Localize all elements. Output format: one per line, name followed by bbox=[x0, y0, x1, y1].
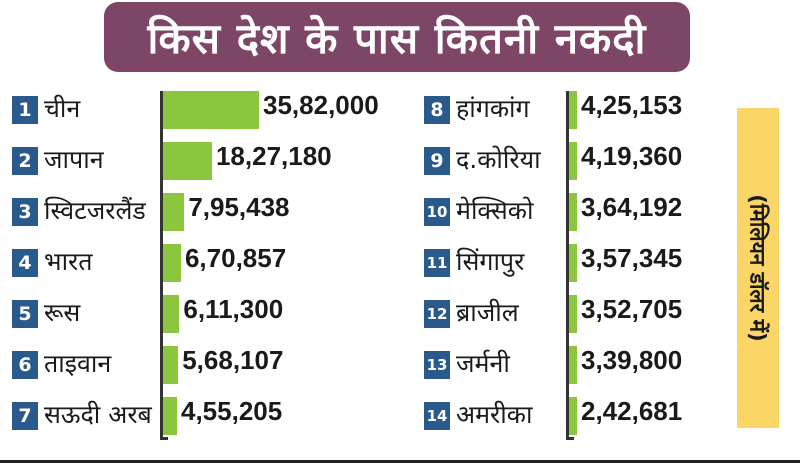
bar bbox=[163, 142, 212, 180]
country-label: स्विटजरलैंड bbox=[44, 196, 146, 225]
chart-title: किस देश के पास कितनी नकदी bbox=[147, 13, 647, 63]
chart-row: 12 ब्राजील 3,52,705 bbox=[424, 292, 734, 336]
country-label: द.कोरिया bbox=[456, 145, 541, 174]
value-label: 3,39,800 bbox=[581, 345, 683, 375]
country-label: भारत bbox=[44, 247, 93, 276]
rank-badge: 14 bbox=[424, 402, 450, 430]
chart-row: 3 स्विटजरलैंड 7,95,438 bbox=[12, 190, 412, 234]
chart-row: 14 अमरीका 2,42,681 bbox=[424, 394, 734, 438]
bar bbox=[163, 91, 259, 129]
country-label: अमरीका bbox=[456, 400, 533, 429]
country-label: ब्राजील bbox=[456, 298, 519, 327]
chart-row: 10 मेक्सिको 3,64,192 bbox=[424, 190, 734, 234]
chart-row: 5 रूस 6,11,300 bbox=[12, 292, 412, 336]
country-label: सिंगापुर bbox=[456, 247, 525, 276]
country-label: हांगकांग bbox=[456, 94, 530, 123]
rank-badge: 13 bbox=[424, 351, 450, 379]
rank-badge: 3 bbox=[12, 198, 38, 226]
country-label: सऊदी अरब bbox=[44, 400, 152, 429]
rank-badge: 6 bbox=[12, 351, 38, 379]
chart-row: 13 जर्मनी 3,39,800 bbox=[424, 343, 734, 387]
value-label: 5,68,107 bbox=[182, 345, 284, 375]
chart-row: 1 चीन 35,82,000 bbox=[12, 88, 412, 132]
rank-badge: 12 bbox=[424, 300, 450, 328]
value-label: 3,52,705 bbox=[581, 294, 683, 324]
chart-row: 4 भारत 6,70,857 bbox=[12, 241, 412, 285]
bar bbox=[569, 193, 577, 231]
value-label: 3,64,192 bbox=[581, 192, 683, 222]
chart-row: 6 ताइवान 5,68,107 bbox=[12, 343, 412, 387]
chart-row: 7 सऊदी अरब 4,55,205 bbox=[12, 394, 412, 438]
rank-badge: 8 bbox=[424, 96, 450, 124]
axis-line-col1 bbox=[160, 91, 163, 440]
bar bbox=[569, 397, 577, 435]
value-label: 4,25,153 bbox=[581, 90, 683, 120]
value-label: 4,55,205 bbox=[181, 396, 283, 426]
chart-row: 11 सिंगापुर 3,57,345 bbox=[424, 241, 734, 285]
bar bbox=[163, 295, 180, 333]
axis-tick-bottom-col1 bbox=[160, 437, 168, 440]
rank-badge: 1 bbox=[12, 96, 38, 124]
unit-label: (मिलियन डॉलर में) bbox=[746, 194, 771, 342]
rank-badge: 5 bbox=[12, 300, 38, 328]
bar bbox=[569, 346, 577, 384]
value-label: 7,95,438 bbox=[188, 192, 290, 222]
value-label: 4,19,360 bbox=[581, 141, 683, 171]
chart-row: 8 हांगकांग 4,25,153 bbox=[424, 88, 734, 132]
rank-badge: 2 bbox=[12, 147, 38, 175]
value-label: 6,70,857 bbox=[184, 243, 287, 273]
rank-badge: 4 bbox=[12, 249, 38, 277]
rank-badge: 10 bbox=[424, 198, 450, 226]
country-label: जापान bbox=[44, 145, 104, 174]
title-banner: किस देश के पास कितनी नकदी bbox=[104, 2, 690, 72]
country-label: चीन bbox=[44, 94, 81, 123]
country-label: रूस bbox=[44, 298, 81, 327]
bar bbox=[569, 91, 577, 129]
chart-row: 2 जापान 18,27,180 bbox=[12, 139, 412, 183]
bar bbox=[163, 346, 179, 384]
rank-badge: 9 bbox=[424, 147, 450, 175]
bar bbox=[569, 244, 577, 282]
bar bbox=[569, 142, 577, 180]
bar bbox=[569, 295, 577, 333]
bar bbox=[163, 193, 185, 231]
bar bbox=[163, 244, 181, 282]
country-label: ताइवान bbox=[44, 349, 112, 378]
chart-row: 9 द.कोरिया 4,19,360 bbox=[424, 139, 734, 183]
country-label: जर्मनी bbox=[456, 349, 510, 378]
rank-badge: 11 bbox=[424, 249, 450, 277]
value-label: 3,57,345 bbox=[581, 243, 683, 273]
unit-label-box: (मिलियन डॉलर में) bbox=[737, 108, 779, 428]
bottom-divider bbox=[0, 460, 800, 463]
country-label: मेक्सिको bbox=[456, 196, 534, 225]
axis-tick-bottom-col2 bbox=[566, 437, 574, 440]
value-label: 35,82,000 bbox=[263, 90, 379, 120]
value-label: 6,11,300 bbox=[183, 294, 284, 324]
value-label: 2,42,681 bbox=[581, 396, 683, 426]
value-label: 18,27,180 bbox=[215, 141, 332, 171]
rank-badge: 7 bbox=[12, 402, 38, 430]
axis-line-col2 bbox=[566, 91, 569, 440]
bar bbox=[163, 397, 177, 435]
